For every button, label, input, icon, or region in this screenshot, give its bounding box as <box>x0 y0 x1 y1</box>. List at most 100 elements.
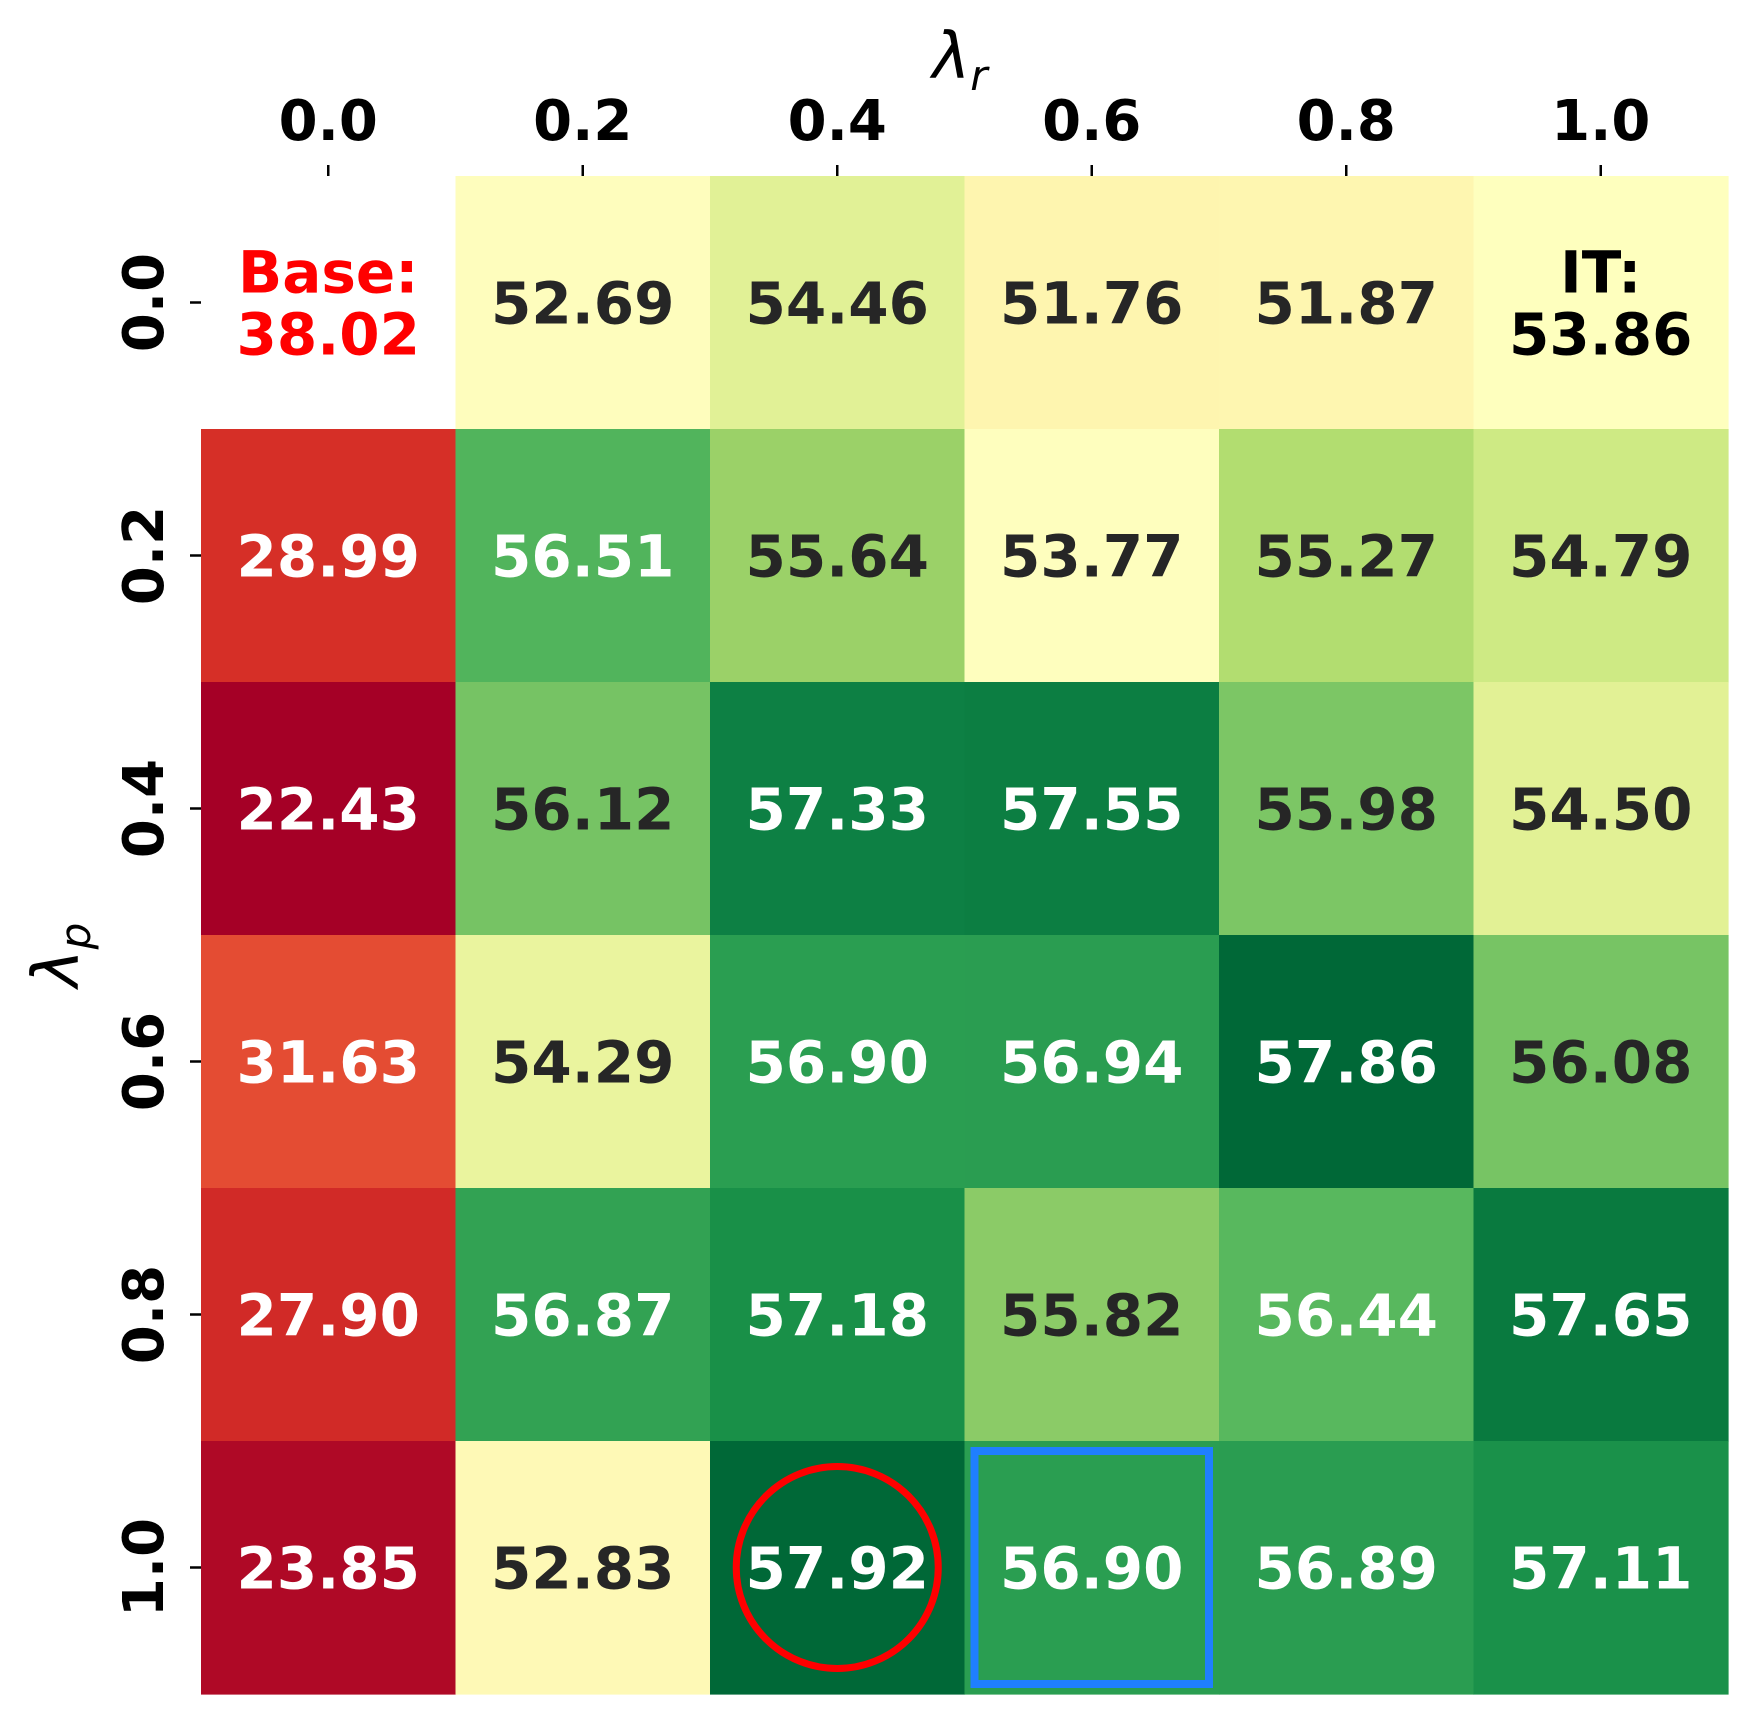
y-axis-title: λp <box>20 923 100 991</box>
heatmap-cells <box>201 176 1729 1695</box>
heatmap-cell-r1-c0 <box>201 429 457 683</box>
heatmap-cell-r5-c1 <box>455 1441 711 1695</box>
x-tick-label-1: 0.2 <box>533 89 632 154</box>
x-axis-title-symbol: λ <box>929 20 970 94</box>
best-value-circle <box>732 1463 942 1672</box>
cell-value-r2-c4: 55.98 <box>1255 776 1438 844</box>
base-cell-label: Base: <box>238 239 418 307</box>
it-cell-label: IT: <box>1560 239 1641 307</box>
y-axis-title-subscript: p <box>51 923 100 951</box>
cell-value-r1-c5: 54.79 <box>1509 523 1692 591</box>
heatmap-cell-r3-c1 <box>455 935 711 1189</box>
heatmap-cell-r3-c0 <box>201 935 457 1189</box>
cell-value-r1-c2: 55.64 <box>746 523 929 591</box>
heatmap-cell-r0-c4 <box>1219 176 1475 430</box>
cell-value-r0-c2: 54.46 <box>746 270 929 338</box>
x-axis-ticks: 0.0 0.2 0.4 0.6 0.8 1.0 <box>279 89 1650 176</box>
cell-value-r5-c4: 56.89 <box>1255 1535 1438 1603</box>
heatmap-cell-r0-c2 <box>710 176 966 430</box>
cell-value-r5-c3: 56.90 <box>1000 1535 1183 1603</box>
cell-value-r4-c2: 57.18 <box>746 1282 929 1350</box>
cell-value-r1-c1: 56.51 <box>491 523 674 591</box>
selected-value-box <box>970 1447 1213 1688</box>
y-axis-title-symbol: λ <box>20 949 94 990</box>
heatmap-cell-r5-c2 <box>710 1441 966 1695</box>
cell-value-r3-c2: 56.90 <box>746 1029 929 1097</box>
heatmap-cell-r5-c4 <box>1219 1441 1475 1695</box>
base-cell-value: 38.02 <box>237 301 420 369</box>
heatmap-cell-r5-c3 <box>964 1441 1220 1695</box>
it-cell-value: 53.86 <box>1509 301 1692 369</box>
cell-value-r1-c4: 55.27 <box>1255 523 1438 591</box>
x-axis-title: λr <box>929 20 990 100</box>
x-tick-label-4: 0.8 <box>1297 89 1396 154</box>
cell-value-r1-c3: 53.77 <box>1000 523 1183 591</box>
cell-value-r2-c3: 57.55 <box>1000 776 1183 844</box>
cell-value-r3-c0: 31.63 <box>237 1029 420 1097</box>
heatmap-cell-r3-c3 <box>964 935 1220 1189</box>
heatmap-cell-r3-c2 <box>710 935 966 1189</box>
y-tick-label-3: 0.6 <box>112 1012 177 1111</box>
cell-value-r2-c2: 57.33 <box>746 776 929 844</box>
heatmap-cell-r4-c5 <box>1473 1188 1729 1442</box>
x-tick-label-5: 1.0 <box>1551 89 1650 154</box>
heatmap-cell-r1-c4 <box>1219 429 1475 683</box>
y-axis-ticks: 0.0 0.2 0.4 0.6 0.8 1.0 <box>112 253 201 1617</box>
cell-value-r3-c1: 54.29 <box>491 1029 674 1097</box>
heatmap-cell-r2-c2 <box>710 682 966 936</box>
heatmap-cell-r4-c0 <box>201 1188 457 1442</box>
heatmap-cell-r0-c3 <box>964 176 1220 430</box>
cell-value-r4-c4: 56.44 <box>1255 1282 1438 1350</box>
cell-value-r2-c0: 22.43 <box>237 776 420 844</box>
cell-value-r0-c3: 51.76 <box>1000 270 1183 338</box>
heatmap-cell-r2-c0 <box>201 682 457 936</box>
heatmap-cell-r2-c5 <box>1473 682 1729 936</box>
heatmap-cell-r4-c2 <box>710 1188 966 1442</box>
cell-value-r4-c1: 56.87 <box>491 1282 674 1350</box>
cell-value-r3-c5: 56.08 <box>1509 1029 1692 1097</box>
y-tick-label-2: 0.4 <box>112 759 177 858</box>
x-tick-label-2: 0.4 <box>788 89 887 154</box>
cell-value-labels: Base:38.02 52.69 54.46 51.76 51.87 IT:53.86 28… <box>237 239 1693 1603</box>
cell-value-r5-c5: 57.11 <box>1509 1535 1692 1603</box>
heatmap-cell-r4-c1 <box>455 1188 711 1442</box>
x-tick-label-0: 0.0 <box>279 89 378 154</box>
heatmap-cell-r0-c5 <box>1473 176 1729 430</box>
cell-value-r4-c3: 55.82 <box>1000 1282 1183 1350</box>
heatmap-cell-r3-c5 <box>1473 935 1729 1189</box>
cell-value-r0-c1: 52.69 <box>491 270 674 338</box>
cell-value-r1-c0: 28.99 <box>237 523 420 591</box>
cell-value-r3-c4: 57.86 <box>1255 1029 1438 1097</box>
heatmap-cell-r0-c0 <box>201 176 457 430</box>
cell-value-r0-c4: 51.87 <box>1255 270 1438 338</box>
heatmap-cell-r5-c5 <box>1473 1441 1729 1695</box>
highlight-markers <box>732 1447 1213 1688</box>
x-tick-label-3: 0.6 <box>1042 89 1141 154</box>
cell-value-r5-c0: 23.85 <box>237 1535 420 1603</box>
x-axis-title-subscript: r <box>970 51 990 100</box>
y-tick-label-5: 1.0 <box>112 1518 177 1617</box>
y-tick-label-0: 0.0 <box>112 253 177 352</box>
y-tick-label-1: 0.2 <box>112 506 177 605</box>
heatmap-cell-r3-c4 <box>1219 935 1475 1189</box>
cell-value-r4-c0: 27.90 <box>237 1282 420 1350</box>
heatmap-cell-r2-c3 <box>964 682 1220 936</box>
heatmap-cell-r1-c3 <box>964 429 1220 683</box>
heatmap-cell-r1-c5 <box>1473 429 1729 683</box>
heatmap-cell-r1-c2 <box>710 429 966 683</box>
y-tick-label-4: 0.8 <box>112 1265 177 1364</box>
cell-value-r4-c5: 57.65 <box>1509 1282 1692 1350</box>
cell-value-r2-c5: 54.50 <box>1509 776 1692 844</box>
cell-value-r2-c1: 56.12 <box>491 776 674 844</box>
heatmap-cell-r2-c1 <box>455 682 711 936</box>
cell-value-r5-c2: 57.92 <box>746 1535 929 1603</box>
heatmap-cell-r5-c0 <box>201 1441 457 1695</box>
cell-value-r5-c1: 52.83 <box>491 1535 674 1603</box>
heatmap-cell-r0-c1 <box>455 176 711 430</box>
heatmap-cell-r2-c4 <box>1219 682 1475 936</box>
heatmap-cell-r1-c1 <box>455 429 711 683</box>
cell-value-r3-c3: 56.94 <box>1000 1029 1183 1097</box>
heatmap-cell-r4-c4 <box>1219 1188 1475 1442</box>
heatmap-cell-r4-c3 <box>964 1188 1220 1442</box>
